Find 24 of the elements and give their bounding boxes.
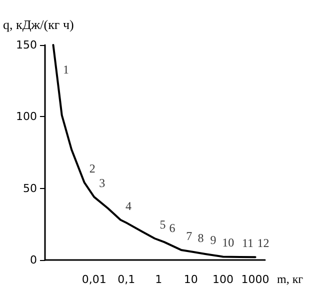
annotation: 6 — [169, 221, 176, 236]
x-tick-label: 1000 — [241, 273, 270, 286]
y-tick-label: 100 — [16, 110, 37, 124]
annotation: 2 — [89, 162, 96, 176]
annotation: 12 — [257, 236, 270, 250]
x-tick-label: 0,1 — [118, 273, 136, 286]
annotation: 1 — [63, 62, 70, 77]
y-axis-title: q, кДж/(кг ч) — [3, 17, 74, 32]
y-tick-label: 150 — [16, 38, 37, 52]
y-tick-label: 0 — [30, 254, 37, 266]
annotation: 3 — [99, 176, 106, 190]
annotation: 5 — [160, 218, 166, 232]
annotation: 11 — [242, 236, 254, 250]
annotation: 9 — [210, 232, 216, 247]
x-tick-label: 10 — [184, 273, 198, 286]
y-tick-label: 50 — [23, 182, 37, 195]
annotation: 8 — [198, 230, 204, 245]
annotation: 7 — [186, 228, 192, 243]
annotation: 4 — [126, 198, 132, 213]
x-tick-label: 0,01 — [82, 273, 106, 286]
x-axis-title: m, кг — [277, 272, 304, 286]
x-tick-label: 100 — [212, 273, 234, 286]
annotation: 10 — [222, 235, 234, 250]
x-tick-label: 1 — [155, 273, 162, 286]
